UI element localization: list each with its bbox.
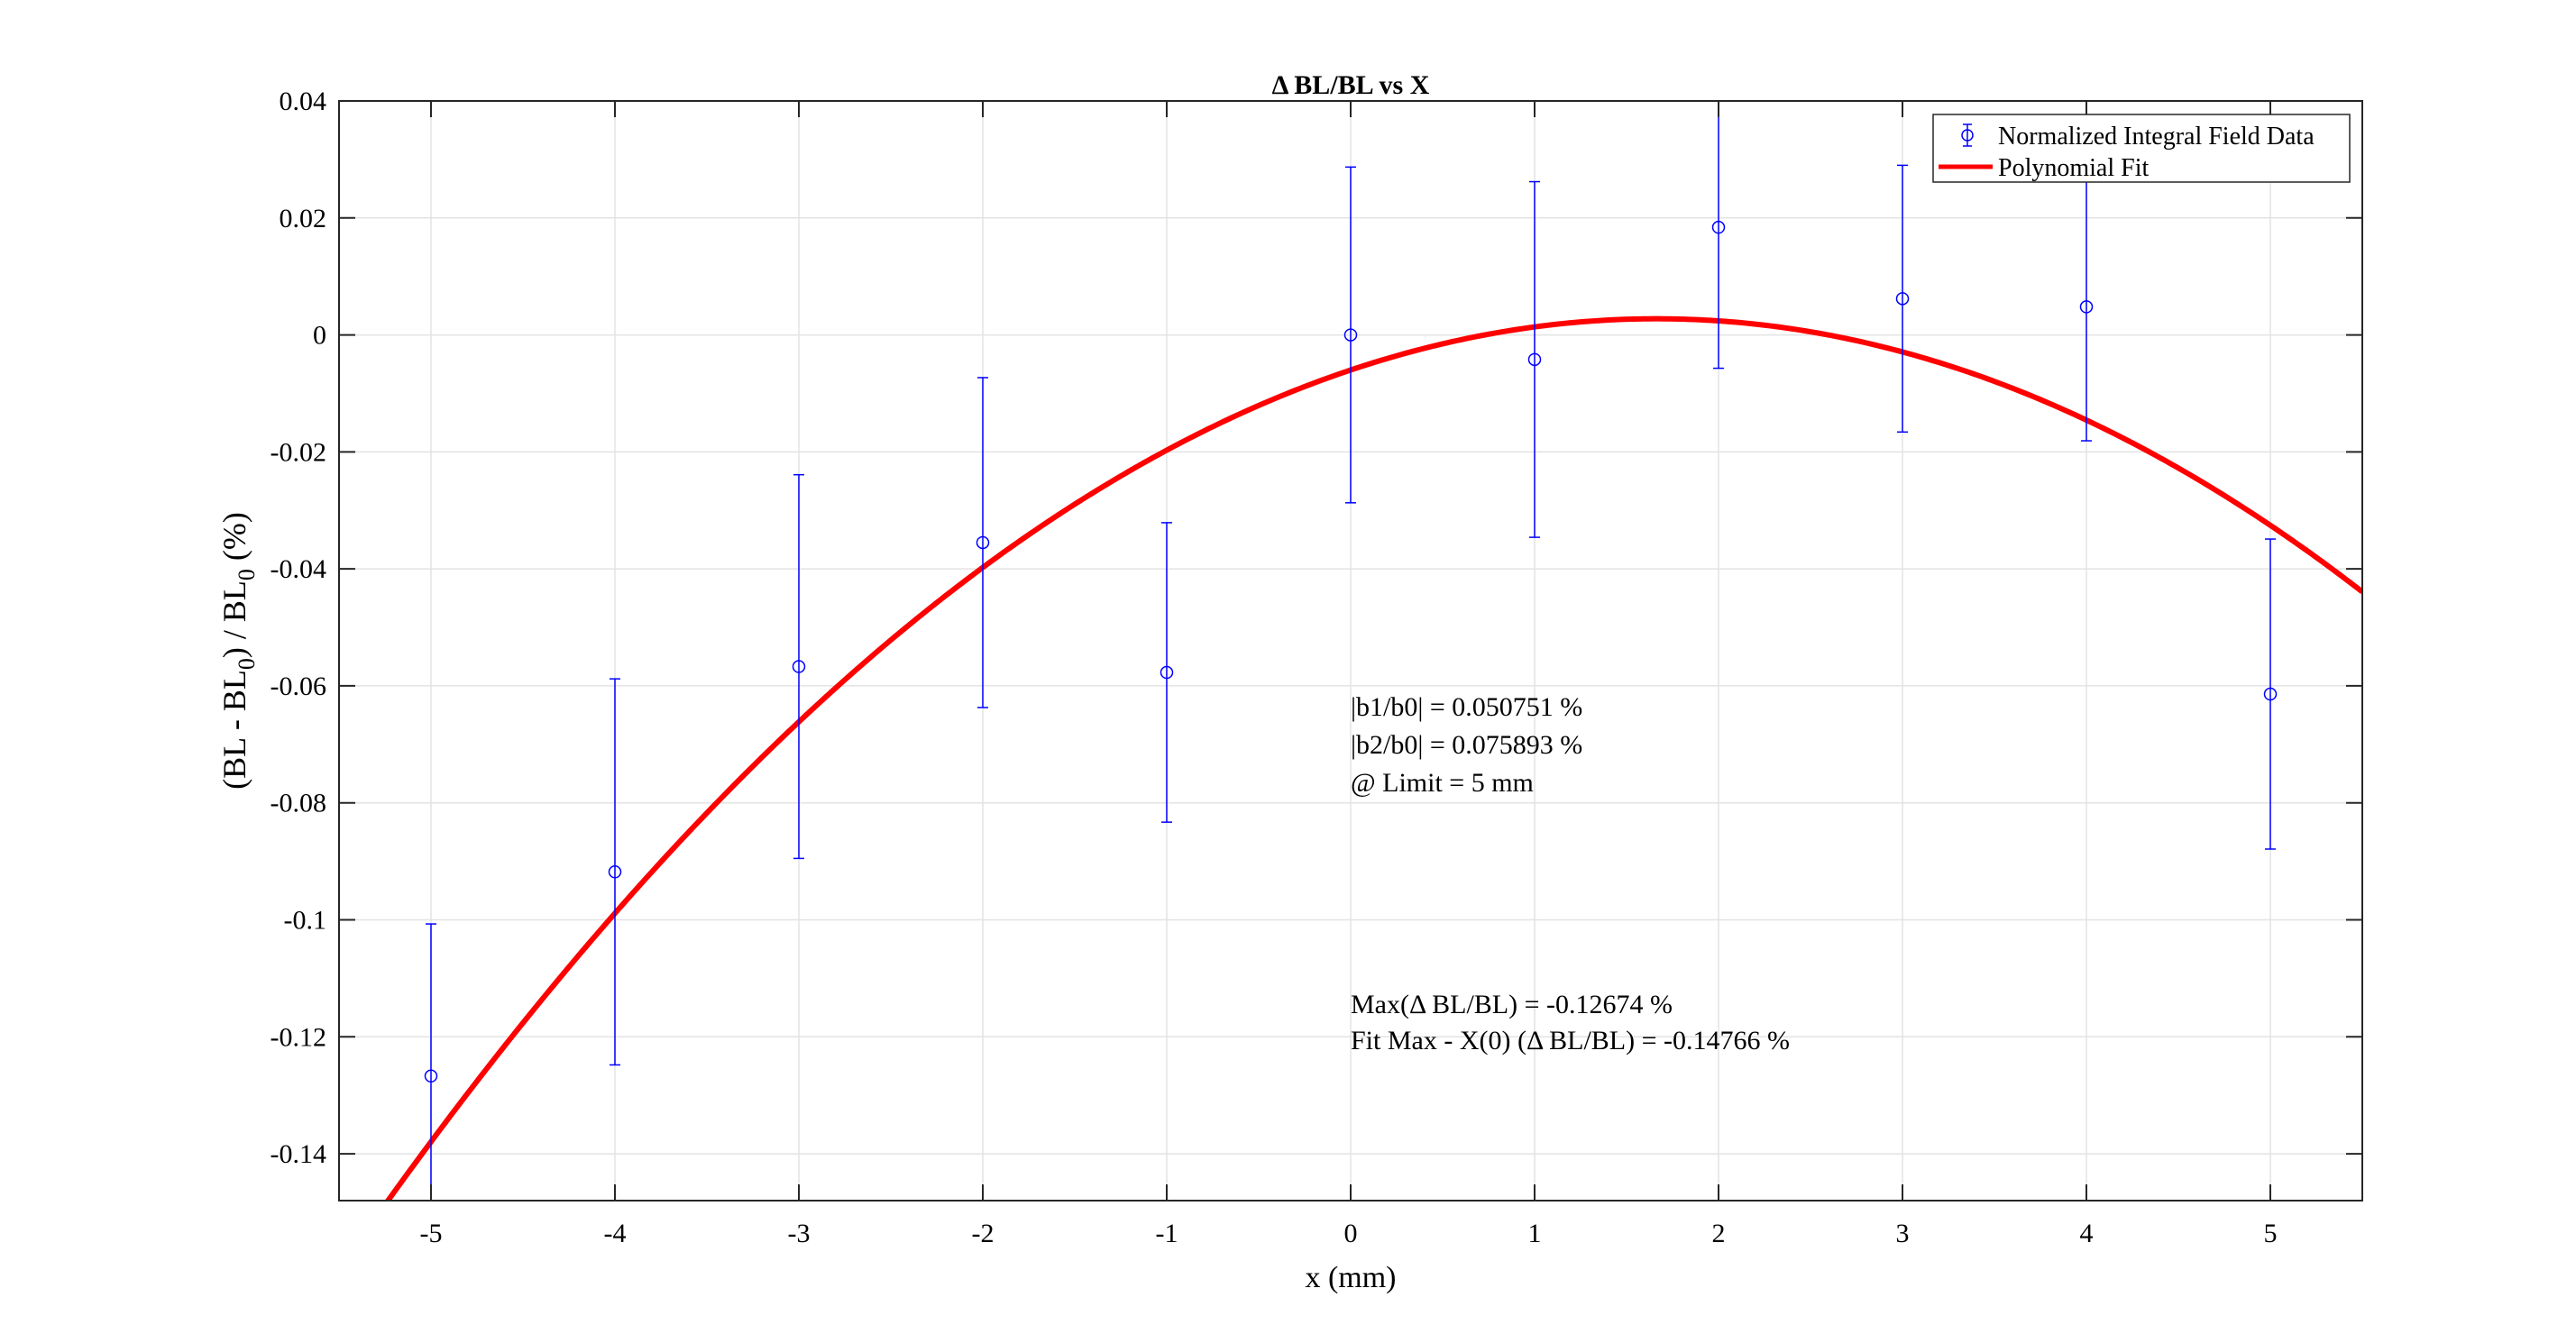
x-tick-label: 2: [1712, 1219, 1726, 1248]
data-point: [424, 923, 438, 1201]
annotation-fit-max: Fit Max - X(0) (Δ BL/BL) = -0.14766 %: [1351, 1026, 1790, 1055]
data-point: [1343, 166, 1358, 504]
data-point: [1895, 164, 1910, 434]
tick-labels: -5 -4 -3 -2 -1 0 1 2 3 4 5 -0.14 -0.12 -0.1 -0.08 -0.06…: [270, 87, 2278, 1248]
annotation-limit: @ Limit = 5 mm: [1351, 768, 1534, 798]
y-tick-label: 0.02: [280, 204, 327, 233]
data-marker: [1711, 220, 1726, 234]
y-axis-label-sub2: 0: [234, 569, 260, 580]
data-marker: [1160, 665, 1174, 680]
x-tick-label: 5: [2264, 1219, 2278, 1248]
legend-label-data: Normalized Integral Field Data: [1998, 123, 2315, 151]
y-tick-label: 0: [313, 321, 326, 351]
data-point: [1160, 522, 1174, 823]
annotation-b2-b0: |b2/b0| = 0.075893 %: [1351, 730, 1582, 760]
legend-label-fit: Polynomial Fit: [1998, 154, 2149, 182]
y-tick-label: -0.08: [270, 789, 327, 818]
x-tick-label: 3: [1896, 1219, 1910, 1248]
data-marker: [1895, 292, 1910, 306]
legend-marker-data: [1961, 123, 1974, 147]
data-point: [2263, 538, 2278, 850]
legend: Normalized Integral Field Data Polynomia…: [1932, 114, 2351, 183]
data-marker: [2079, 300, 2094, 314]
annotation-max: Max(Δ BL/BL) = -0.12674 %: [1351, 990, 1673, 1019]
data-point: [1527, 180, 1542, 538]
data-point: [1711, 101, 1726, 370]
data-layer: [424, 101, 2278, 1201]
y-axis-label-part2: ) / BL: [216, 580, 252, 658]
y-axis-label: (BL - BL0) / BL0 (%): [216, 512, 260, 790]
legend-box: [1932, 114, 2351, 183]
y-tick-label: -0.12: [270, 1022, 327, 1052]
data-marker: [976, 535, 990, 550]
data-marker: [424, 1069, 438, 1083]
x-tick-label: -5: [420, 1219, 443, 1248]
x-tick-label: 1: [1528, 1219, 1542, 1248]
x-tick-label: -2: [972, 1219, 995, 1248]
x-tick-label: -4: [604, 1219, 627, 1248]
axis-ticks: [339, 100, 2362, 1201]
y-tick-label: -0.14: [270, 1139, 327, 1169]
x-axis-label: x (mm): [1305, 1261, 1396, 1294]
data-point: [792, 473, 806, 860]
data-point: [608, 678, 622, 1066]
y-tick-label: -0.1: [284, 906, 327, 936]
y-tick-label: -0.04: [270, 554, 327, 584]
y-axis-label-sub1: 0: [234, 658, 260, 670]
data-marker: [1343, 328, 1358, 342]
y-tick-label: 0.04: [280, 87, 327, 116]
data-marker: [1527, 352, 1542, 367]
y-tick-label: -0.02: [270, 437, 327, 467]
y-axis-label-part1: (BL - BL: [216, 670, 252, 790]
x-tick-label: 0: [1344, 1219, 1358, 1248]
data-marker: [2263, 687, 2278, 701]
y-tick-label: -0.06: [270, 672, 327, 701]
data-point: [976, 377, 990, 708]
plot-content: [384, 101, 2362, 1201]
chart-title: Δ BL/BL vs X: [1272, 70, 1430, 100]
x-tick-label: 4: [2080, 1219, 2094, 1248]
data-marker: [792, 660, 806, 673]
x-tick-label: -3: [788, 1219, 811, 1248]
x-tick-label: -1: [1156, 1219, 1178, 1248]
y-axis-label-part3: (%): [216, 512, 252, 569]
annotations: |b1/b0| = 0.050751 % |b2/b0| = 0.075893 …: [1351, 692, 1790, 1055]
data-marker: [608, 865, 622, 879]
annotation-b1-b0: |b1/b0| = 0.050751 %: [1351, 692, 1582, 722]
